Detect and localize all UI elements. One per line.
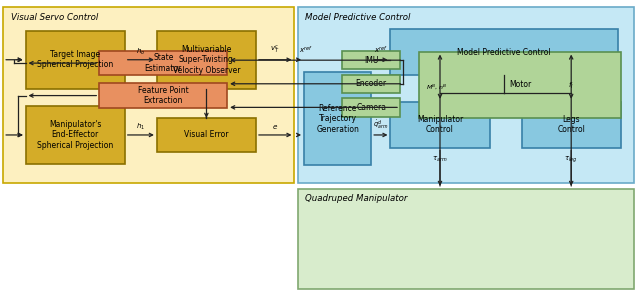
Bar [3, 7, 294, 183]
Bar [157, 31, 256, 88]
Text: Reference
Trajectory
Generation: Reference Trajectory Generation [316, 104, 359, 134]
Bar [342, 98, 400, 117]
Bar [298, 7, 634, 183]
Bar [157, 118, 256, 152]
Text: Feature Point
Extraction: Feature Point Extraction [138, 86, 189, 105]
Text: Visual Servo Control: Visual Servo Control [11, 13, 98, 22]
Text: IMU: IMU [364, 56, 378, 65]
Bar [522, 102, 621, 148]
Text: Model Predictive Control: Model Predictive Control [305, 13, 411, 22]
Text: $\dot{q}_{arm}^d$: $\dot{q}_{arm}^d$ [373, 119, 388, 132]
Bar [99, 51, 227, 75]
Bar [99, 83, 227, 108]
Text: $h_o$: $h_o$ [136, 47, 145, 57]
Text: Quadruped Manipulator: Quadruped Manipulator [305, 194, 408, 203]
Text: Camera: Camera [356, 103, 386, 112]
Text: Motor: Motor [509, 80, 531, 89]
Text: $\tau_{leg}$: $\tau_{leg}$ [564, 155, 578, 165]
Text: $f_l$: $f_l$ [568, 80, 574, 91]
Text: $x^{ref}$: $x^{ref}$ [299, 45, 312, 56]
Bar [342, 51, 400, 69]
Bar [419, 52, 621, 118]
Text: $e$: $e$ [272, 123, 278, 132]
Bar [390, 102, 490, 148]
Text: State
Estimator: State Estimator [145, 53, 182, 73]
Text: Visual Error: Visual Error [184, 130, 228, 140]
Text: Model Predictive Control: Model Predictive Control [457, 48, 551, 57]
Text: $\tau_{arm}$: $\tau_{arm}$ [432, 155, 448, 164]
Text: $h_1$: $h_1$ [136, 122, 145, 132]
Bar [390, 30, 618, 75]
Text: Manipulator
Control: Manipulator Control [417, 115, 463, 134]
Bar [342, 75, 400, 93]
Bar [26, 31, 125, 88]
Bar [298, 189, 634, 289]
Bar [26, 106, 125, 164]
Text: $x^{ref}$: $x^{ref}$ [374, 45, 388, 56]
Text: Encoder: Encoder [356, 79, 387, 88]
Bar [304, 72, 371, 165]
Text: $M^B, n^B$: $M^B, n^B$ [426, 82, 447, 91]
Text: Manipulator's
End-Effector
Spherical Projection: Manipulator's End-Effector Spherical Pro… [37, 120, 113, 150]
Text: Legs
Control: Legs Control [557, 115, 585, 134]
Text: Target Image
Spherical Projection: Target Image Spherical Projection [37, 50, 113, 69]
Text: Multivariable
Super-Twisting
Velocity Observer: Multivariable Super-Twisting Velocity Ob… [173, 45, 240, 75]
Text: $v_T^c$: $v_T^c$ [271, 44, 280, 56]
